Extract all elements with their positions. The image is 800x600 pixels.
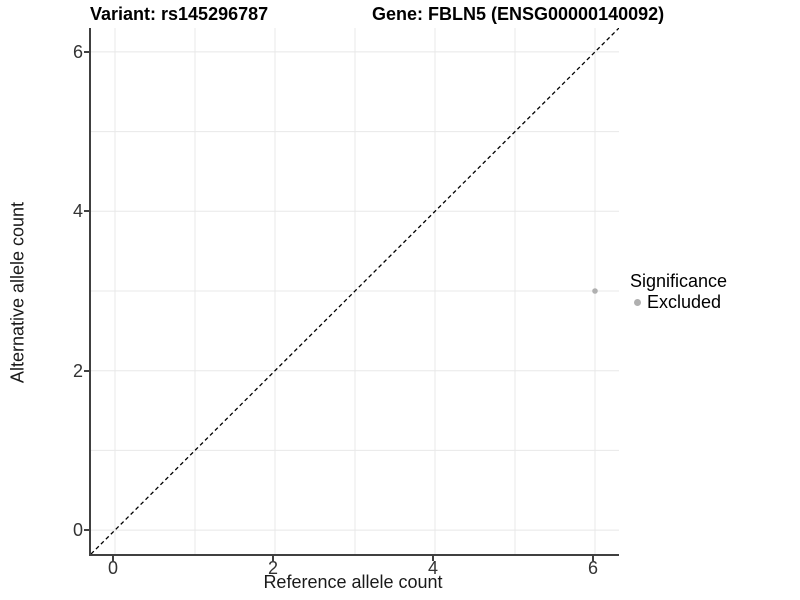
y-tick-mark bbox=[84, 210, 89, 213]
y-tick-mark bbox=[84, 369, 89, 372]
plot-area-canvas bbox=[91, 28, 619, 554]
legend-item-excluded: Excluded bbox=[630, 292, 727, 312]
legend-point-icon bbox=[634, 298, 641, 306]
y-tick-label: 6 bbox=[72, 41, 83, 62]
plot-title-gene: Gene: FBLN5 (ENSG00000140092) bbox=[372, 4, 665, 24]
plot-panel bbox=[89, 28, 619, 556]
legend-item-label: Excluded bbox=[647, 292, 722, 312]
y-tick-mark bbox=[84, 50, 89, 53]
legend: Significance Excluded bbox=[630, 270, 727, 312]
x-tick-mark bbox=[592, 556, 594, 561]
y-tick-label: 4 bbox=[72, 201, 83, 222]
x-tick-label: 4 bbox=[427, 558, 438, 578]
x-tick-label: 2 bbox=[267, 558, 278, 578]
y-axis-title: Alternative allele count bbox=[7, 201, 28, 384]
data-point bbox=[592, 288, 598, 294]
identity-dashed-line bbox=[91, 28, 619, 554]
x-tick-mark bbox=[112, 556, 114, 561]
x-tick-label: 6 bbox=[587, 558, 598, 578]
x-axis-title: Reference allele count bbox=[263, 572, 443, 592]
x-tick-label: 0 bbox=[107, 558, 118, 578]
plot-title-variant: Variant: rs145296787 bbox=[90, 4, 269, 24]
y-tick-label: 2 bbox=[72, 360, 83, 381]
y-tick-mark bbox=[84, 529, 89, 532]
legend-title: Significance bbox=[630, 271, 728, 291]
x-tick-mark bbox=[432, 556, 434, 561]
x-tick-mark bbox=[272, 556, 274, 561]
y-tick-label: 0 bbox=[72, 520, 83, 541]
